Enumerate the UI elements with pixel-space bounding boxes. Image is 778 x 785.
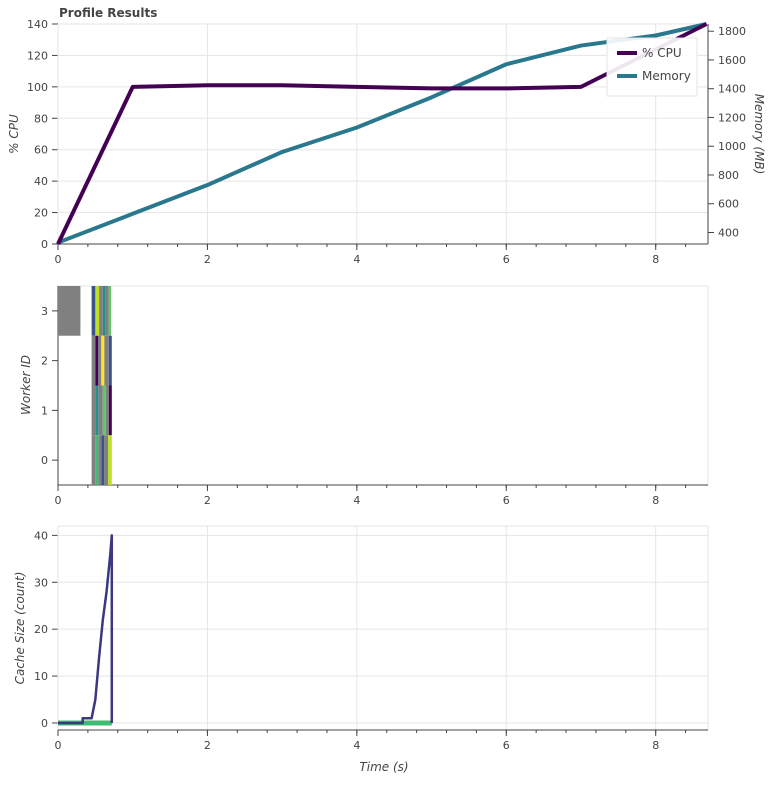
y-tick-label: 20 bbox=[34, 623, 48, 636]
task-bar bbox=[95, 286, 100, 336]
task-bar bbox=[105, 385, 109, 436]
x-tick-label: 8 bbox=[652, 494, 659, 507]
task-bar bbox=[108, 385, 112, 436]
y-tick-label: 40 bbox=[34, 529, 48, 542]
task-bar bbox=[98, 435, 102, 485]
x-tick-label: 4 bbox=[353, 253, 360, 266]
x-tick-label: 6 bbox=[503, 739, 510, 752]
task-bar bbox=[91, 335, 96, 386]
y2-tick-label: 1200 bbox=[718, 111, 746, 124]
task-bar bbox=[91, 385, 96, 436]
x-tick-label: 8 bbox=[652, 253, 659, 266]
task-bar bbox=[101, 335, 105, 386]
panel-frame bbox=[57, 285, 709, 486]
y-tick-label: 40 bbox=[34, 175, 48, 188]
task-bar bbox=[58, 286, 81, 336]
x-tick-label: 0 bbox=[55, 494, 62, 507]
task-bar bbox=[101, 435, 105, 485]
task-bar bbox=[98, 335, 102, 386]
y-tick-label: 140 bbox=[27, 18, 48, 31]
task-bar bbox=[95, 435, 99, 485]
cache-axis-label: Cache Size (count) bbox=[13, 572, 27, 685]
x-tick-label: 0 bbox=[55, 739, 62, 752]
task-bar bbox=[108, 335, 112, 386]
y-tick-label: 3 bbox=[41, 305, 48, 318]
legend-box bbox=[606, 37, 698, 97]
y-tick-label: 2 bbox=[41, 355, 48, 368]
y-tick-label: 20 bbox=[34, 207, 48, 220]
y2-tick-label: 1400 bbox=[718, 83, 746, 96]
y-tick-label: 60 bbox=[34, 144, 48, 157]
task-bar bbox=[98, 385, 103, 436]
x-tick-label: 8 bbox=[652, 739, 659, 752]
x-tick-label: 2 bbox=[204, 739, 211, 752]
task-bar bbox=[91, 435, 96, 485]
task-bar bbox=[95, 385, 99, 436]
y2-tick-label: 800 bbox=[718, 169, 739, 182]
y-tick-label: 10 bbox=[34, 670, 48, 683]
task-bar bbox=[95, 335, 99, 386]
task-bar bbox=[102, 385, 106, 436]
x-tick-label: 2 bbox=[204, 253, 211, 266]
x-tick-label: 4 bbox=[353, 739, 360, 752]
x-tick-label: 6 bbox=[503, 253, 510, 266]
y-tick-label: 0 bbox=[41, 454, 48, 467]
legend: % CPU Memory bbox=[606, 37, 698, 97]
task-bar bbox=[91, 286, 96, 336]
cpu-line bbox=[56, 22, 708, 245]
y-tick-label: 30 bbox=[34, 576, 48, 589]
legend-cpu-label: % CPU bbox=[642, 46, 682, 60]
task-bar bbox=[104, 435, 109, 485]
y-tick-label: 100 bbox=[27, 81, 48, 94]
task-bar bbox=[108, 286, 112, 336]
y-tick-label: 120 bbox=[27, 49, 48, 62]
y2-tick-label: 1000 bbox=[718, 140, 746, 153]
time-axis-label: Time (s) bbox=[359, 760, 408, 774]
y2-tick-label: 1800 bbox=[718, 25, 746, 38]
y2-tick-label: 400 bbox=[718, 226, 739, 239]
task-bar bbox=[108, 435, 112, 485]
y2-tick-label: 1600 bbox=[718, 54, 746, 67]
x-tick-label: 2 bbox=[204, 494, 211, 507]
cache-line-purple bbox=[58, 534, 114, 725]
x-tick-label: 4 bbox=[353, 494, 360, 507]
cache-size-panel: 0 10 20 30 40 0 2 4 6 8 bbox=[34, 525, 709, 752]
cpu-axis-label: % CPU bbox=[7, 114, 21, 154]
figure-title: Profile Results bbox=[59, 6, 157, 20]
x-tick-label: 0 bbox=[55, 253, 62, 266]
y-tick-label: 1 bbox=[41, 404, 48, 417]
task-bar bbox=[99, 286, 103, 336]
x-tick-label: 6 bbox=[503, 494, 510, 507]
task-bar bbox=[104, 335, 109, 386]
y-tick-label: 0 bbox=[41, 238, 48, 251]
task-bar bbox=[102, 286, 106, 336]
worker-tasks-panel: 0 1 2 3 0 2 4 6 8 bbox=[41, 285, 709, 507]
task-bar bbox=[105, 286, 109, 336]
panel-frame bbox=[57, 525, 709, 731]
worker-axis-label: Worker ID bbox=[19, 355, 33, 415]
y2-tick-label: 600 bbox=[718, 198, 739, 211]
y-tick-label: 0 bbox=[41, 717, 48, 730]
memory-axis-label: Memory (MB) bbox=[752, 94, 766, 175]
legend-memory-label: Memory bbox=[642, 69, 691, 83]
y-tick-label: 80 bbox=[34, 112, 48, 125]
